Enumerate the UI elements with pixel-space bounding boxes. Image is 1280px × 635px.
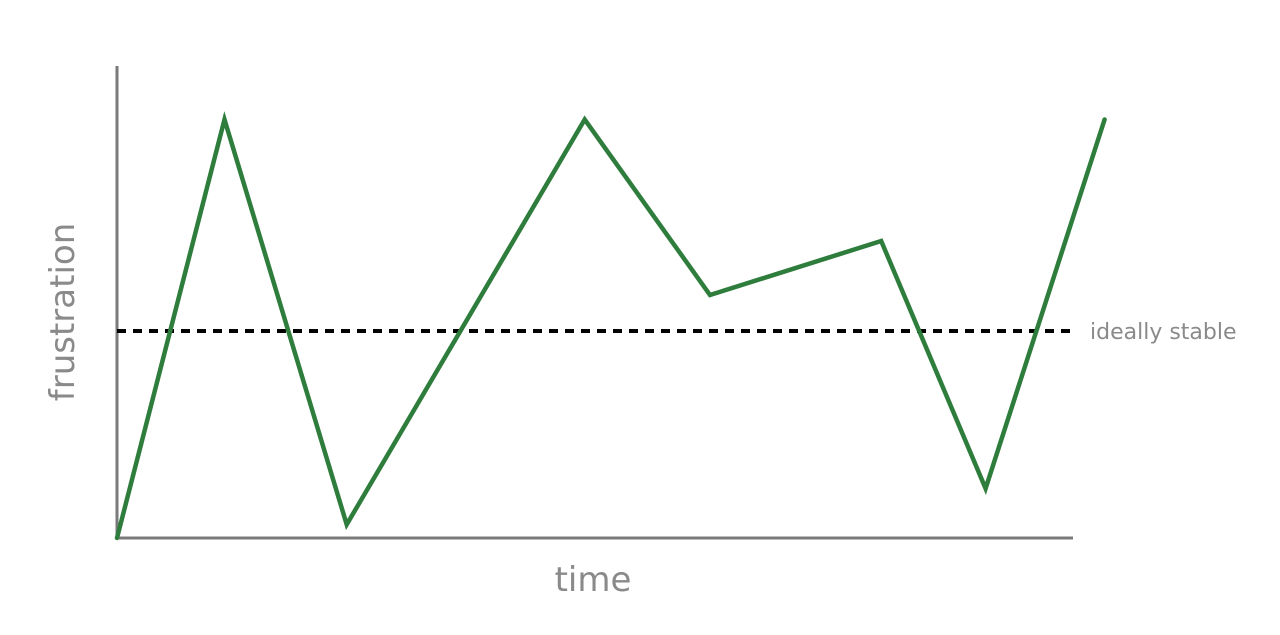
data-points	[117, 119, 1105, 538]
y-axis-label: frustration	[43, 223, 83, 401]
series-line-frustration	[117, 120, 1105, 539]
reference-line-label: ideally stable	[1090, 320, 1237, 345]
x-axis-label: time	[555, 560, 632, 600]
